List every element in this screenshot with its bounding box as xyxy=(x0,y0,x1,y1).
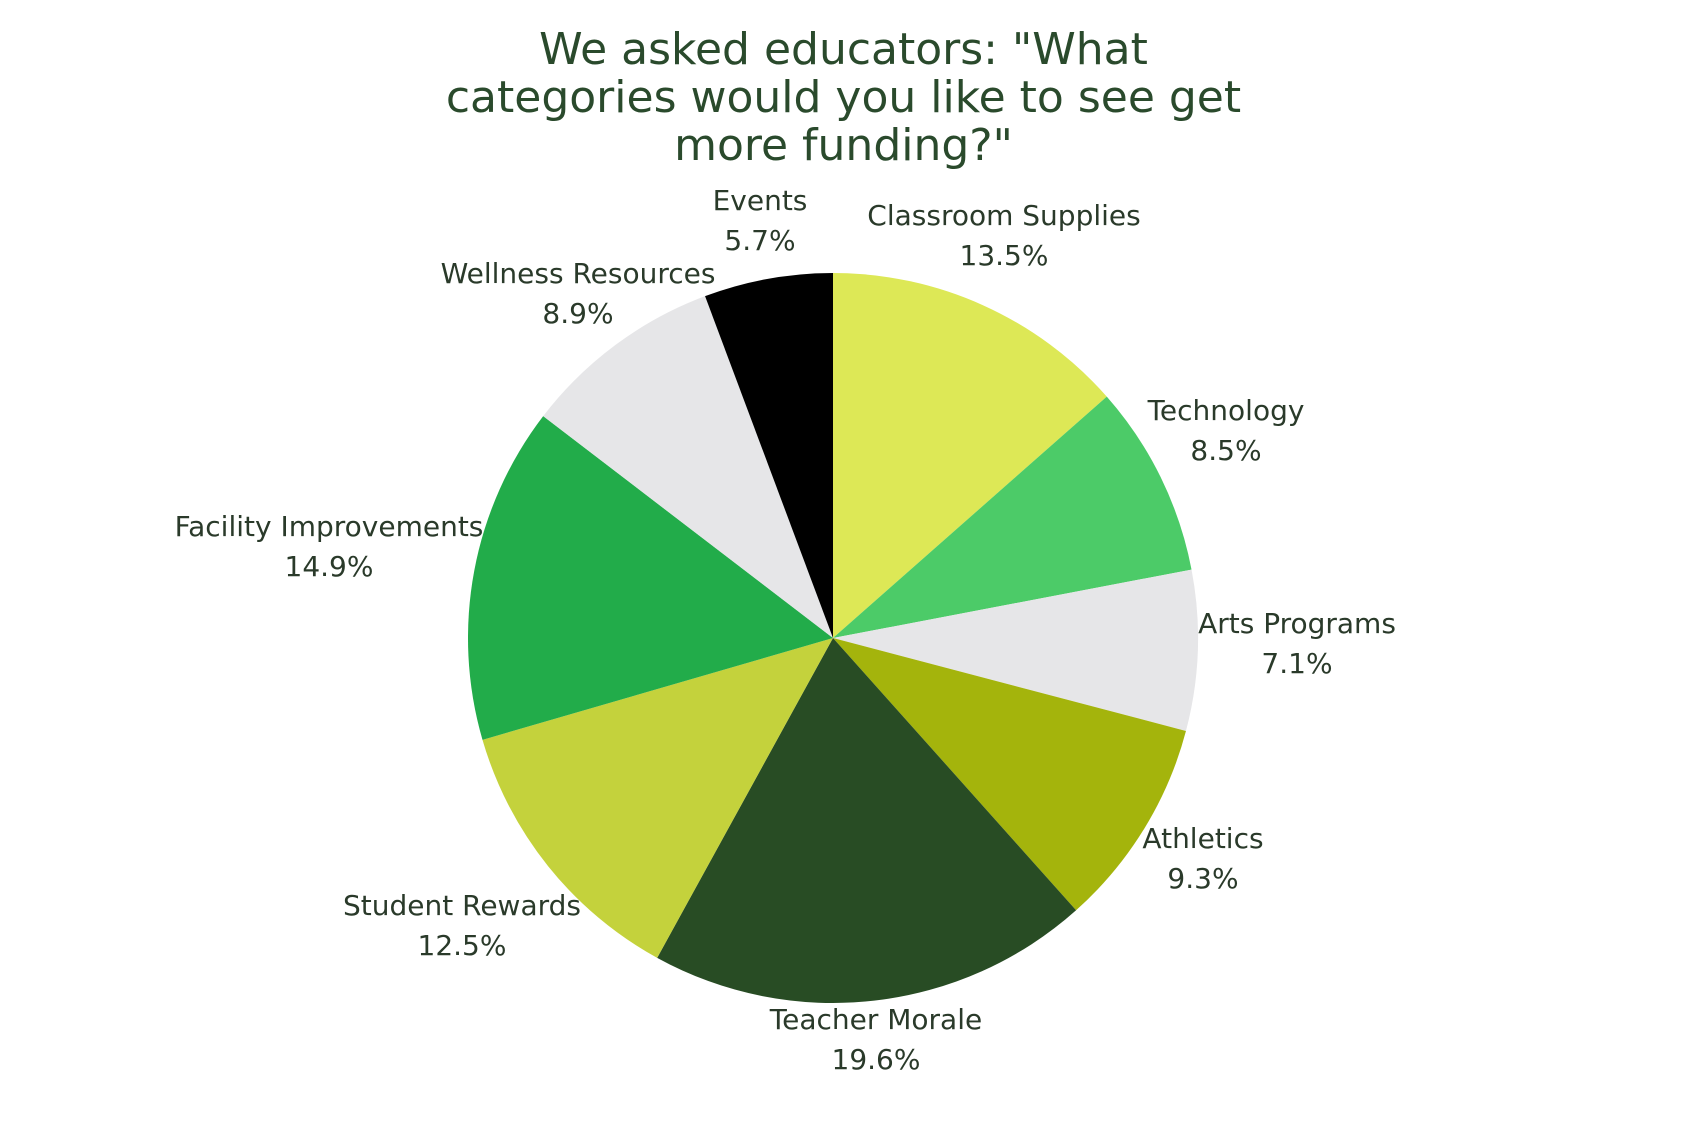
slice-value-arts-programs: 7.1% xyxy=(1261,647,1332,680)
pie-slice-athletics xyxy=(833,638,1186,911)
slice-value-facility-improvements: 14.9% xyxy=(285,550,374,583)
chart-title-line-2: categories would you like to see get xyxy=(445,72,1242,123)
pie-slice-classroom-supplies xyxy=(833,273,1107,638)
pie-slice-teacher-morale xyxy=(657,638,1077,1003)
slice-label-technology: Technology xyxy=(1147,394,1305,427)
pie-slice-technology xyxy=(833,396,1192,638)
slice-label-student-rewards: Student Rewards xyxy=(343,889,581,922)
slice-label-facility-improvements: Facility Improvements xyxy=(175,510,484,543)
slice-value-events: 5.7% xyxy=(724,224,795,257)
slice-label-classroom-supplies: Classroom Supplies xyxy=(867,199,1140,232)
slice-label-teacher-morale: Teacher Morale xyxy=(769,1003,982,1036)
pie-slices xyxy=(467,273,1198,1003)
chart-title-line-1: We asked educators: "What xyxy=(539,24,1148,75)
slice-label-arts-programs: Arts Programs xyxy=(1198,607,1396,640)
slice-value-student-rewards: 12.5% xyxy=(418,929,507,962)
pie-slice-facility-improvements xyxy=(467,416,833,740)
pie-slice-student-rewards xyxy=(482,638,833,958)
pie-labels: Classroom Supplies 13.5% Technology 8.5% Art… xyxy=(175,184,1396,1076)
slice-value-classroom-supplies: 13.5% xyxy=(960,239,1049,272)
pie-slice-events xyxy=(705,273,833,638)
slice-label-wellness-resources: Wellness Resources xyxy=(441,257,716,290)
pie-slice-wellness-resources xyxy=(543,296,833,638)
slice-value-athletics: 9.3% xyxy=(1167,862,1238,895)
pie-slice-arts-programs xyxy=(833,569,1198,731)
slice-value-teacher-morale: 19.6% xyxy=(832,1043,921,1076)
slice-label-athletics: Athletics xyxy=(1142,822,1263,855)
chart-title-line-3: more funding?" xyxy=(674,120,1013,171)
slice-label-events: Events xyxy=(713,184,808,217)
slice-value-technology: 8.5% xyxy=(1190,434,1261,467)
slice-value-wellness-resources: 8.9% xyxy=(542,297,613,330)
chart-title: We asked educators: "What categories wou… xyxy=(0,26,1687,170)
